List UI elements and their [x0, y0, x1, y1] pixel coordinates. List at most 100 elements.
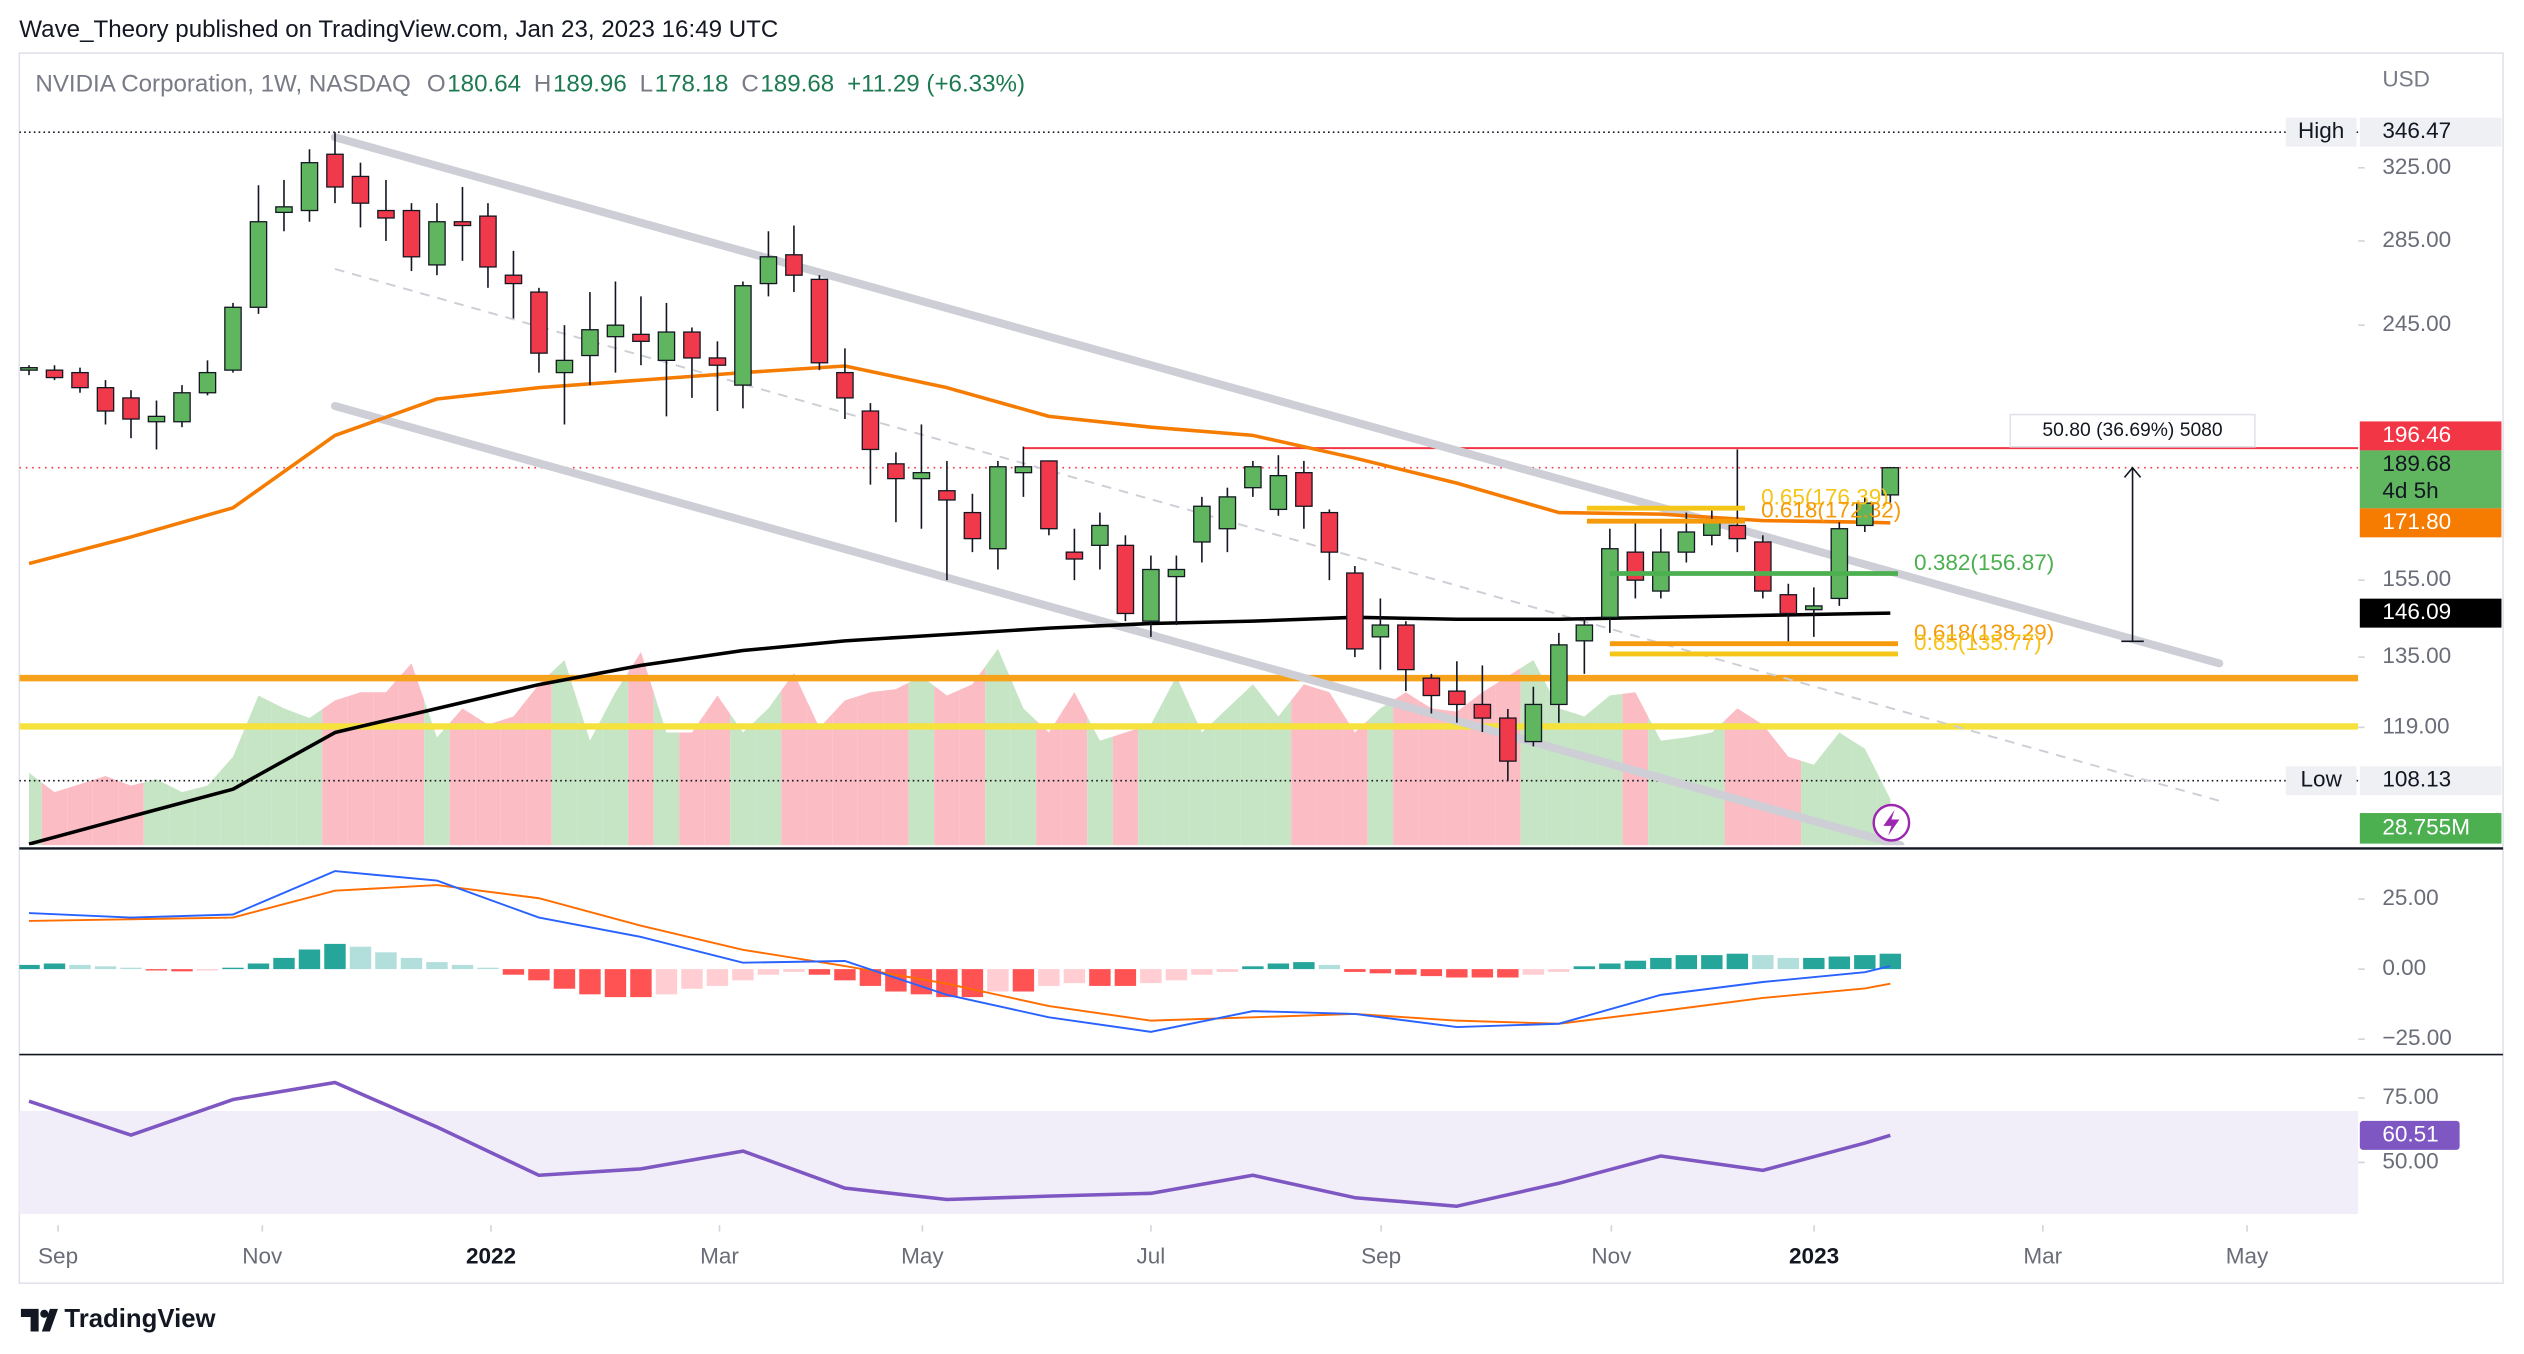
- volume-area: [679, 714, 705, 846]
- channel-line: [334, 268, 2220, 802]
- macd-histogram-bar: [1624, 960, 1647, 970]
- candle-body: [861, 410, 880, 451]
- volume-area: [373, 677, 399, 846]
- candle-body: [377, 209, 395, 219]
- volume-area: [1393, 692, 1419, 846]
- volume-area: [781, 672, 807, 846]
- x-tick-label: May: [2226, 1243, 2269, 1268]
- candle-body: [122, 397, 140, 420]
- candle-body: [1703, 521, 1721, 536]
- candle-body: [402, 209, 421, 258]
- volume-area: [220, 726, 246, 846]
- candle-body: [1805, 605, 1823, 611]
- price-tag-label: 189.68: [2382, 451, 2451, 476]
- y-tick-label: 245.00: [2382, 311, 2451, 336]
- macd-histogram-bar: [1318, 964, 1341, 970]
- rsi-tick-label: 75.00: [2382, 1084, 2438, 1109]
- macd-histogram-bar: [1191, 969, 1213, 975]
- candle-body: [1167, 568, 1186, 578]
- rsi-tag: [2359, 1120, 2460, 1150]
- extreme-value-box: [2359, 117, 2502, 147]
- candle-body: [326, 153, 344, 188]
- volume-area: [1214, 696, 1241, 846]
- volume-area: [551, 660, 578, 846]
- extreme-value: 346.47: [2382, 118, 2451, 143]
- macd-histogram-bar: [1471, 969, 1494, 978]
- extreme-tag: [2285, 766, 2357, 796]
- extreme-value: 108.13: [2382, 767, 2451, 792]
- volume-area: [1699, 720, 1725, 846]
- candle-body: [45, 369, 64, 379]
- macd-histogram-bar: [1293, 962, 1315, 970]
- volume-area: [1240, 684, 1266, 846]
- ohlc-value: 178.18: [655, 71, 729, 98]
- macd-histogram-bar: [1777, 957, 1800, 970]
- chart-layers: NVIDIA Corporation, 1W, NASDAQ O 180.64 H 18…: [19, 66, 2502, 1268]
- candle-body: [147, 415, 166, 423]
- x-tick-label: 2023: [1789, 1243, 1839, 1268]
- ohlc-letter: C: [741, 71, 758, 98]
- macd-histogram-bar: [451, 964, 474, 970]
- volume-area: [1189, 704, 1215, 846]
- currency-label: USD: [2382, 66, 2430, 91]
- volume-area: [41, 782, 68, 846]
- macd-histogram-bar: [859, 969, 882, 986]
- volume-area: [806, 700, 833, 846]
- macd-tick-label: 0.00: [2382, 955, 2426, 980]
- volume-area: [1826, 732, 1853, 846]
- fib-label: 0.618(138.29): [1914, 620, 2054, 645]
- macd-histogram-bar: [630, 969, 652, 998]
- volume-area: [1597, 693, 1623, 846]
- volume-area: [1367, 700, 1394, 846]
- candle-body: [1244, 466, 1262, 489]
- ohlc-value: 180.64: [447, 71, 521, 98]
- candle-body: [1397, 624, 1415, 671]
- macd-histogram-bar: [120, 967, 142, 970]
- macd-histogram-bar: [43, 963, 66, 970]
- volume-area: [322, 696, 348, 846]
- alert-icon[interactable]: [1872, 803, 1911, 842]
- volume-area: [1571, 705, 1598, 846]
- macd-histogram-bar: [426, 962, 448, 970]
- macd-histogram-bar: [987, 969, 1009, 992]
- macd-histogram-bar: [1165, 969, 1188, 981]
- macd-histogram-bar: [1038, 969, 1060, 986]
- candle-body: [428, 221, 446, 266]
- macd-histogram-bar: [69, 964, 91, 970]
- macd-histogram-bar: [502, 969, 525, 975]
- fibonacci-layer: 0.65(176.39)0.618(172.32) 0.382(156.87) 0.…: [1586, 484, 2054, 657]
- macd-histogram-bar: [1140, 969, 1162, 984]
- macd-histogram-bar: [834, 969, 856, 981]
- macd-signal-line: [28, 884, 1891, 1025]
- price-tag-label: 146.09: [2382, 599, 2451, 624]
- candle-body: [836, 371, 854, 399]
- volume-area: [628, 652, 654, 846]
- extreme-tag-label: High: [2298, 118, 2344, 143]
- volume-area: [1163, 676, 1190, 846]
- macd-histogram-bar: [375, 952, 397, 970]
- macd-histogram-bar: [400, 957, 423, 970]
- candle-body: [1422, 677, 1441, 697]
- macd-histogram-bar: [1726, 953, 1749, 970]
- x-tick-label: Jul: [1136, 1243, 1165, 1268]
- fib-label: 0.382(156.87): [1914, 550, 2054, 575]
- volume-area: [245, 695, 272, 846]
- x-tick-label: Nov: [1591, 1243, 1632, 1268]
- volume-area: [1061, 692, 1088, 846]
- macd-histogram-bar: [171, 969, 193, 972]
- candle-body: [1091, 524, 1109, 546]
- candle-body: [1142, 568, 1160, 622]
- macd-histogram-bar: [1752, 955, 1774, 970]
- volume-tag: [2359, 813, 2502, 844]
- volume-area: [1138, 700, 1164, 846]
- volume-area: [602, 672, 629, 846]
- macd-histogram-bar: [1701, 955, 1723, 970]
- volume-layer: [29, 648, 1891, 846]
- macd-layer: [19, 870, 1902, 1033]
- volume-area: [143, 779, 170, 846]
- volume-area: [1342, 712, 1368, 846]
- candle-body: [1499, 717, 1517, 762]
- candle-body: [683, 331, 701, 359]
- macd-histogram-bar: [655, 969, 678, 995]
- ohlc-letter: L: [640, 71, 653, 98]
